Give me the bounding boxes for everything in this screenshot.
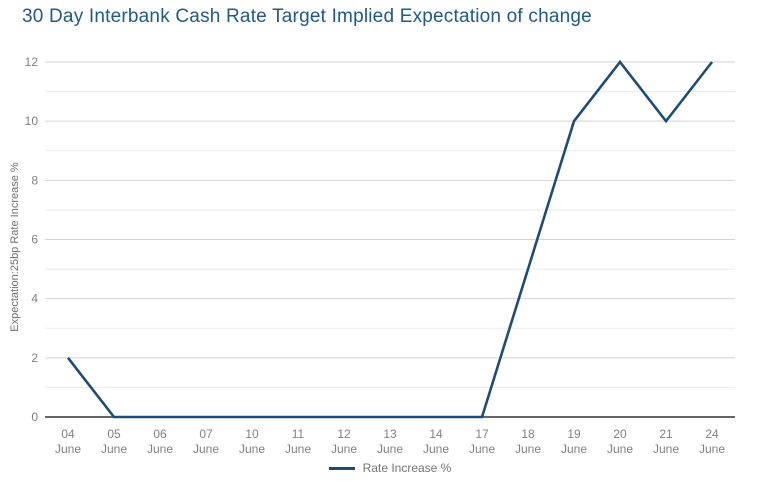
y-axis-tick-label: 8	[31, 173, 38, 187]
chart-title: 30 Day Interbank Cash Rate Target Implie…	[22, 6, 592, 27]
x-axis-tick-label: 19 June	[561, 427, 587, 456]
x-axis-tick-label: 21 June	[653, 427, 679, 456]
x-axis-tick-label: 12 June	[331, 427, 357, 456]
legend-line-swatch	[328, 466, 355, 470]
x-axis-tick-label: 04 June	[55, 427, 81, 456]
x-axis-tick-label: 24 June	[699, 427, 725, 456]
x-axis-tick-label: 07 June	[193, 427, 219, 456]
x-axis-tick-label: 14 June	[423, 427, 449, 456]
x-axis-tick-label: 10 June	[239, 427, 265, 456]
legend: Rate Increase %	[45, 461, 735, 475]
y-axis-tick-label: 0	[31, 410, 38, 424]
legend-label: Rate Increase %	[362, 461, 452, 475]
x-axis-tick-label: 20 June	[607, 427, 633, 456]
x-axis-tick-label: 18 June	[515, 427, 541, 456]
x-axis-tick-label: 05 June	[101, 427, 127, 456]
x-axis-tick-label: 17 June	[469, 427, 495, 456]
x-axis-tick-label: 13 June	[377, 427, 403, 456]
legend-item-rate-increase[interactable]: Rate Increase %	[328, 461, 452, 475]
y-axis-tick-label: 10	[25, 114, 39, 128]
x-axis-tick-label: 11 June	[285, 427, 311, 456]
y-axis-tick-label: 6	[31, 233, 38, 247]
y-axis-tick-label: 2	[31, 351, 38, 365]
y-axis-tick-label: 12	[25, 55, 39, 69]
series-line-rate-increase	[66, 59, 714, 419]
y-axis-tick-label: 4	[31, 292, 38, 306]
x-axis-tick-label: 06 June	[147, 427, 173, 456]
